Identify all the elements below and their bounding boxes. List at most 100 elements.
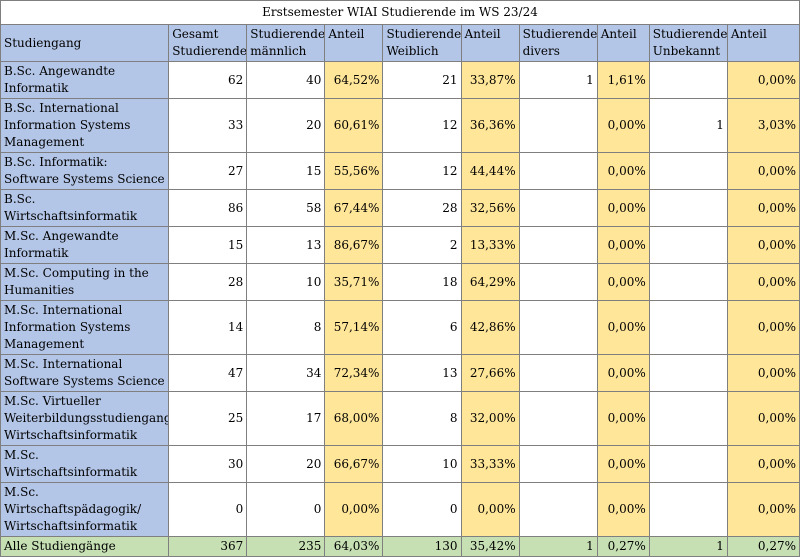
cell-share-diverse: 0,00% xyxy=(596,263,650,301)
cell-share-unknown: 0,00% xyxy=(726,152,800,190)
cell-total: 33 xyxy=(168,98,248,153)
cell-unknown xyxy=(648,189,728,227)
header-share-male: Anteil xyxy=(324,24,384,62)
header-share-diverse: Anteil xyxy=(596,24,650,62)
cell-share-diverse: 0,00% xyxy=(596,482,650,537)
cell-unknown xyxy=(648,391,728,446)
cell-share-female: 42,86% xyxy=(460,300,520,355)
header-row: Studiengang Gesamt Studierende Studieren… xyxy=(0,24,800,62)
cell-female: 8 xyxy=(382,391,462,446)
cell-male: 13 xyxy=(246,226,326,264)
cell-share-diverse: 0,00% xyxy=(596,391,650,446)
cell-diverse xyxy=(518,98,598,153)
table-row: B.Sc. International Information Systems … xyxy=(0,98,800,153)
cell-unknown xyxy=(648,61,728,99)
header-unknown: Studierende Unbekannt xyxy=(648,24,728,62)
cell-unknown xyxy=(648,300,728,355)
table-row: M.Sc. Wirtschaftspädagogik/ Wirtschaftsi… xyxy=(0,482,800,537)
table-row: M.Sc. Virtueller Weiterbildungsstudienga… xyxy=(0,391,800,446)
cell-male: 20 xyxy=(246,98,326,153)
cell-program: M.Sc. Angewandte Informatik xyxy=(0,226,170,264)
table-row: B.Sc. Wirtschaftsinformatik 86 58 67,44% 28 3… xyxy=(0,189,800,227)
cell-female: 21 xyxy=(382,61,462,99)
cell-total: 25 xyxy=(168,391,248,446)
cell-female: 13 xyxy=(382,354,462,392)
cell-unknown xyxy=(648,354,728,392)
cell-share-male: 57,14% xyxy=(324,300,384,355)
table-row: M.Sc. Computing in the Humanities 28 10 35,… xyxy=(0,263,800,301)
cell-total: 86 xyxy=(168,189,248,227)
cell-diverse xyxy=(518,189,598,227)
cell-share-unknown: 0,00% xyxy=(726,354,800,392)
cell-share-unknown: 0,00% xyxy=(726,391,800,446)
cell-share-diverse: 0,00% xyxy=(596,189,650,227)
cell-program: M.Sc. Wirtschaftsinformatik xyxy=(0,445,170,483)
cell-share-male: 67,44% xyxy=(324,189,384,227)
cell-diverse xyxy=(518,263,598,301)
cell-male: 17 xyxy=(246,391,326,446)
header-share-unknown: Anteil xyxy=(726,24,800,62)
cell-diverse xyxy=(518,226,598,264)
cell-diverse xyxy=(518,300,598,355)
cell-share-unknown: 0,00% xyxy=(726,445,800,483)
cell-share-unknown: 3,03% xyxy=(726,98,800,153)
cell-share-unknown: 0,00% xyxy=(726,482,800,537)
cell-share-male: 72,34% xyxy=(324,354,384,392)
cell-female: 2 xyxy=(382,226,462,264)
cell-female: 28 xyxy=(382,189,462,227)
cell-share-diverse: 0,00% xyxy=(596,445,650,483)
cell-male: 10 xyxy=(246,263,326,301)
cell-diverse xyxy=(518,391,598,446)
cell-share-female: 13,33% xyxy=(460,226,520,264)
cell-diverse: 1 xyxy=(518,61,598,99)
cell-share-male: 64,52% xyxy=(324,61,384,99)
cell-share-female: 33,87% xyxy=(460,61,520,99)
cell-program: B.Sc. Wirtschaftsinformatik xyxy=(0,189,170,227)
cell-share-diverse: 1,61% xyxy=(596,61,650,99)
cell-female: 18 xyxy=(382,263,462,301)
cell-unknown: 1 xyxy=(648,98,728,153)
cell-share-female: 0,00% xyxy=(460,482,520,537)
cell-unknown xyxy=(648,482,728,537)
cell-share-unknown: 0,00% xyxy=(726,61,800,99)
header-program: Studiengang xyxy=(0,24,170,62)
cell-total: 14 xyxy=(168,300,248,355)
cell-share-male: 55,56% xyxy=(324,152,384,190)
cell-share-male: 86,67% xyxy=(324,226,384,264)
cell-female: 10 xyxy=(382,445,462,483)
cell-total: 47 xyxy=(168,354,248,392)
cell-diverse xyxy=(518,152,598,190)
cell-share-female: 27,66% xyxy=(460,354,520,392)
cell-share-female: 33,33% xyxy=(460,445,520,483)
cell-total: 28 xyxy=(168,263,248,301)
cell-female: 6 xyxy=(382,300,462,355)
cell-program: M.Sc. Wirtschaftspädagogik/ Wirtschaftsi… xyxy=(0,482,170,537)
cell-diverse xyxy=(518,354,598,392)
cell-share-male: 68,00% xyxy=(324,391,384,446)
cell-male: 34 xyxy=(246,354,326,392)
table-body: B.Sc. Angewandte Informatik 62 40 64,52% 21 3… xyxy=(0,61,800,537)
header-total: Gesamt Studierende xyxy=(168,24,248,62)
cell-unknown xyxy=(648,445,728,483)
cell-program: B.Sc. International Information Systems … xyxy=(0,98,170,153)
cell-share-female: 64,29% xyxy=(460,263,520,301)
cell-male: 0 xyxy=(246,482,326,537)
cell-share-female: 36,36% xyxy=(460,98,520,153)
cell-total: 27 xyxy=(168,152,248,190)
header-share-female: Anteil xyxy=(460,24,520,62)
cell-program: B.Sc. Angewandte Informatik xyxy=(0,61,170,99)
cell-program: M.Sc. International Information Systems … xyxy=(0,300,170,355)
cell-share-male: 35,71% xyxy=(324,263,384,301)
cell-male: 8 xyxy=(246,300,326,355)
cell-male: 20 xyxy=(246,445,326,483)
cell-female: 12 xyxy=(382,98,462,153)
cell-female: 12 xyxy=(382,152,462,190)
cell-share-diverse: 0,00% xyxy=(596,98,650,153)
cell-diverse xyxy=(518,482,598,537)
table-title: Erstsemester WIAI Studierende im WS 23/2… xyxy=(0,0,800,25)
cell-share-diverse: 0,00% xyxy=(596,300,650,355)
cell-total: 30 xyxy=(168,445,248,483)
cell-male: 15 xyxy=(246,152,326,190)
cell-unknown xyxy=(648,226,728,264)
